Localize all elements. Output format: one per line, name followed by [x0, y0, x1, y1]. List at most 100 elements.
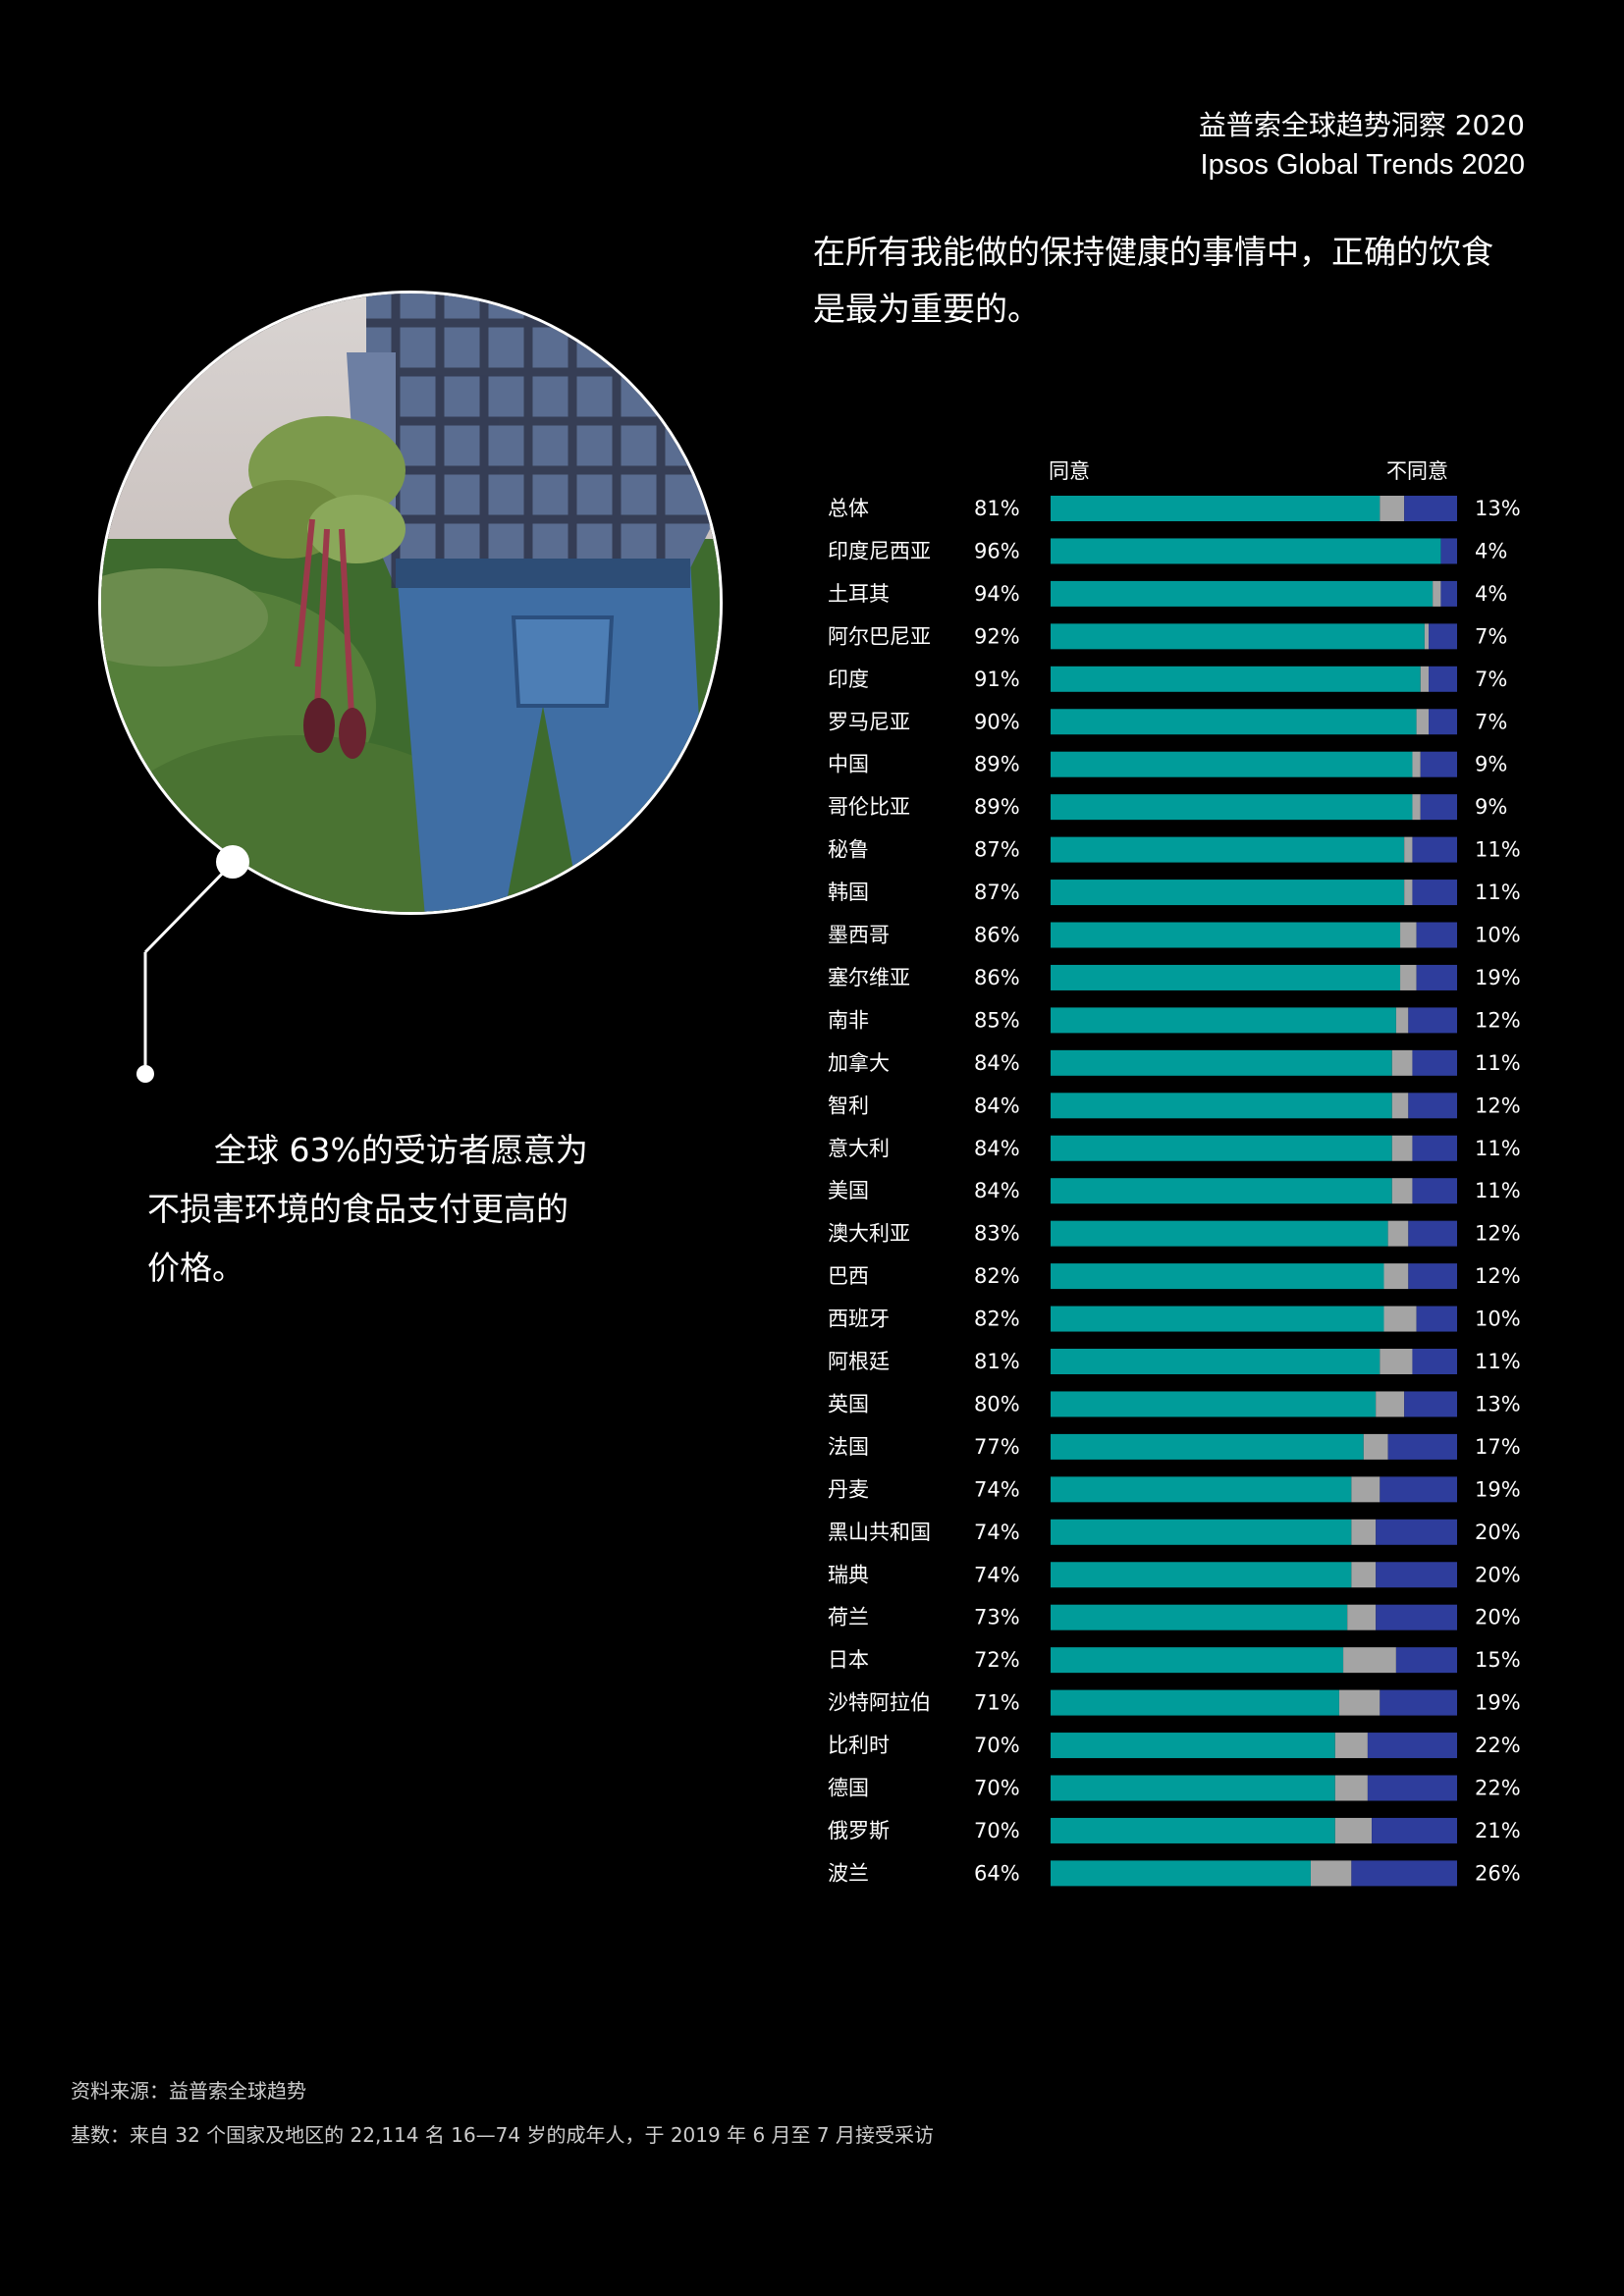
agree-value-label: 84%	[974, 1051, 1020, 1075]
agree-segment	[1051, 964, 1401, 990]
disagree-segment	[1408, 1263, 1457, 1290]
agree-segment	[1051, 751, 1413, 777]
neutral-segment	[1380, 496, 1405, 521]
agree-segment	[1051, 1733, 1335, 1759]
country-label: 加拿大	[828, 1051, 890, 1075]
country-label: 印度尼西亚	[828, 539, 931, 562]
agree-segment	[1051, 880, 1405, 906]
neutral-segment	[1351, 1519, 1377, 1545]
disagree-value-label: 19%	[1475, 1691, 1521, 1715]
agree-segment	[1051, 1647, 1344, 1674]
neutral-segment	[1400, 964, 1417, 990]
country-label: 日本	[828, 1648, 869, 1672]
disagree-value-label: 19%	[1475, 966, 1521, 989]
agree-segment	[1051, 1604, 1348, 1630]
callout-text: 全球 63%的受访者愿意为不损害环境的食品支付更高的价格。	[147, 1121, 599, 1298]
disagree-segment	[1412, 880, 1457, 906]
disagree-segment	[1429, 666, 1457, 692]
agree-segment	[1051, 1860, 1311, 1887]
disagree-value-label: 17%	[1475, 1435, 1521, 1459]
disagree-segment	[1412, 1349, 1457, 1374]
neutral-segment	[1412, 751, 1421, 777]
farmer-photo	[98, 291, 723, 915]
agree-segment	[1051, 1220, 1388, 1247]
disagree-segment	[1376, 1519, 1457, 1545]
country-label: 黑山共和国	[828, 1521, 931, 1544]
disagree-value-label: 13%	[1475, 1392, 1521, 1415]
disagree-value-label: 11%	[1475, 1179, 1521, 1202]
agree-value-label: 81%	[974, 1350, 1020, 1373]
country-label: 澳大利亚	[828, 1222, 910, 1246]
neutral-segment	[1383, 1263, 1409, 1290]
country-label: 土耳其	[828, 582, 890, 606]
agree-value-label: 70%	[974, 1819, 1020, 1842]
country-label: 沙特阿拉伯	[828, 1691, 931, 1715]
disagree-segment	[1376, 1562, 1457, 1588]
agree-segment	[1051, 1049, 1392, 1076]
disagree-segment	[1367, 1733, 1457, 1759]
neutral-segment	[1416, 709, 1430, 735]
agree-value-label: 84%	[974, 1094, 1020, 1117]
neutral-segment	[1433, 580, 1441, 607]
brand-block: 益普索全球趋势洞察 2020 Ipsos Global Trends 2020	[1199, 106, 1525, 185]
neutral-segment	[1420, 666, 1430, 692]
disagree-value-label: 12%	[1475, 1222, 1521, 1246]
agree-value-label: 87%	[974, 838, 1020, 862]
agree-value-label: 84%	[974, 1137, 1020, 1160]
disagree-value-label: 20%	[1475, 1606, 1521, 1629]
agree-segment	[1051, 1476, 1352, 1503]
agree-segment	[1051, 709, 1417, 735]
agree-value-label: 74%	[974, 1521, 1020, 1544]
disagree-segment	[1372, 1817, 1457, 1843]
agree-value-label: 82%	[974, 1308, 1020, 1331]
country-label: 波兰	[828, 1861, 869, 1885]
agree-value-label: 77%	[974, 1435, 1020, 1459]
country-label: 中国	[828, 753, 869, 776]
disagree-value-label: 7%	[1475, 710, 1507, 733]
disagree-segment	[1351, 1860, 1457, 1887]
disagree-segment	[1395, 1647, 1457, 1674]
neutral-segment	[1391, 1135, 1413, 1161]
disagree-value-label: 11%	[1475, 1137, 1521, 1160]
country-label: 美国	[828, 1179, 869, 1202]
disagree-segment	[1412, 1135, 1457, 1161]
agree-segment	[1051, 1433, 1364, 1460]
neutral-segment	[1387, 1220, 1409, 1247]
agree-value-label: 94%	[974, 582, 1020, 606]
agree-segment	[1051, 666, 1421, 692]
agree-value-label: 90%	[974, 710, 1020, 733]
disagree-value-label: 10%	[1475, 1308, 1521, 1331]
agree-value-label: 85%	[974, 1008, 1020, 1032]
disagree-value-label: 9%	[1475, 753, 1507, 776]
disagree-value-label: 13%	[1475, 497, 1521, 520]
country-label: 法国	[828, 1435, 869, 1459]
agree-segment	[1051, 1135, 1392, 1161]
disagree-value-label: 22%	[1475, 1734, 1521, 1757]
agree-value-label: 96%	[974, 539, 1020, 562]
neutral-segment	[1424, 623, 1430, 650]
neutral-segment	[1400, 922, 1417, 948]
agree-segment	[1051, 1349, 1380, 1374]
agree-value-label: 86%	[974, 924, 1020, 947]
disagree-segment	[1380, 1476, 1457, 1503]
neutral-segment	[1380, 1349, 1413, 1374]
agree-value-label: 92%	[974, 624, 1020, 648]
footer-base: 基数：来自 32 个国家及地区的 22,114 名 16—74 岁的成年人，于 …	[71, 2123, 934, 2147]
country-label: 丹麦	[828, 1477, 869, 1501]
neutral-segment	[1338, 1689, 1380, 1716]
disagree-segment	[1408, 1007, 1457, 1034]
agree-segment	[1051, 538, 1441, 564]
disagree-value-label: 15%	[1475, 1648, 1521, 1672]
connector-dot-large	[216, 845, 249, 879]
disagree-value-label: 26%	[1475, 1861, 1521, 1885]
agree-value-label: 84%	[974, 1179, 1020, 1202]
neutral-segment	[1363, 1433, 1388, 1460]
disagree-value-label: 9%	[1475, 795, 1507, 819]
disagree-value-label: 12%	[1475, 1094, 1521, 1117]
agree-value-label: 80%	[974, 1392, 1020, 1415]
neutral-segment	[1334, 1817, 1373, 1843]
neutral-segment	[1351, 1562, 1377, 1588]
agree-segment	[1051, 1519, 1352, 1545]
agree-value-label: 81%	[974, 497, 1020, 520]
disagree-value-label: 12%	[1475, 1264, 1521, 1288]
